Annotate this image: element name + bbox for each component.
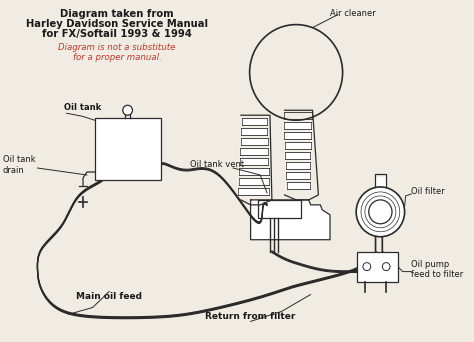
Polygon shape xyxy=(286,162,310,169)
Text: Oil tank vent: Oil tank vent xyxy=(190,160,244,169)
Text: Harley Davidson Service Manual: Harley Davidson Service Manual xyxy=(26,18,208,29)
Bar xyxy=(95,118,161,180)
Text: Main oil feed: Main oil feed xyxy=(76,291,142,301)
Polygon shape xyxy=(284,122,311,129)
Polygon shape xyxy=(375,177,385,187)
Circle shape xyxy=(250,25,343,120)
Text: Oil filter: Oil filter xyxy=(411,187,445,196)
Circle shape xyxy=(123,105,132,115)
Text: Oil tank: Oil tank xyxy=(64,103,101,112)
Circle shape xyxy=(369,200,392,224)
Polygon shape xyxy=(239,168,268,175)
Text: for FX/Softail 1993 & 1994: for FX/Softail 1993 & 1994 xyxy=(42,29,192,39)
Polygon shape xyxy=(242,118,267,125)
Text: Diagram taken from: Diagram taken from xyxy=(60,9,174,19)
Polygon shape xyxy=(241,138,268,145)
Circle shape xyxy=(356,187,405,237)
Polygon shape xyxy=(239,178,269,185)
Polygon shape xyxy=(285,142,311,149)
Polygon shape xyxy=(286,172,310,179)
Text: Return from filter: Return from filter xyxy=(205,312,296,321)
Polygon shape xyxy=(284,132,311,139)
Polygon shape xyxy=(238,188,269,195)
Text: Diagram is not a substitute
for a proper manual.: Diagram is not a substitute for a proper… xyxy=(58,42,175,62)
Polygon shape xyxy=(240,158,268,165)
Text: Air cleaner: Air cleaner xyxy=(330,9,376,18)
Polygon shape xyxy=(251,200,330,240)
Polygon shape xyxy=(285,152,310,159)
Text: Oil pump
feed to filter: Oil pump feed to filter xyxy=(411,260,464,279)
Polygon shape xyxy=(287,182,310,189)
Bar xyxy=(357,252,398,281)
Text: Oil tank
drain: Oil tank drain xyxy=(3,155,35,175)
Polygon shape xyxy=(241,128,267,135)
Polygon shape xyxy=(258,200,301,218)
Polygon shape xyxy=(240,148,268,155)
Polygon shape xyxy=(283,112,311,119)
